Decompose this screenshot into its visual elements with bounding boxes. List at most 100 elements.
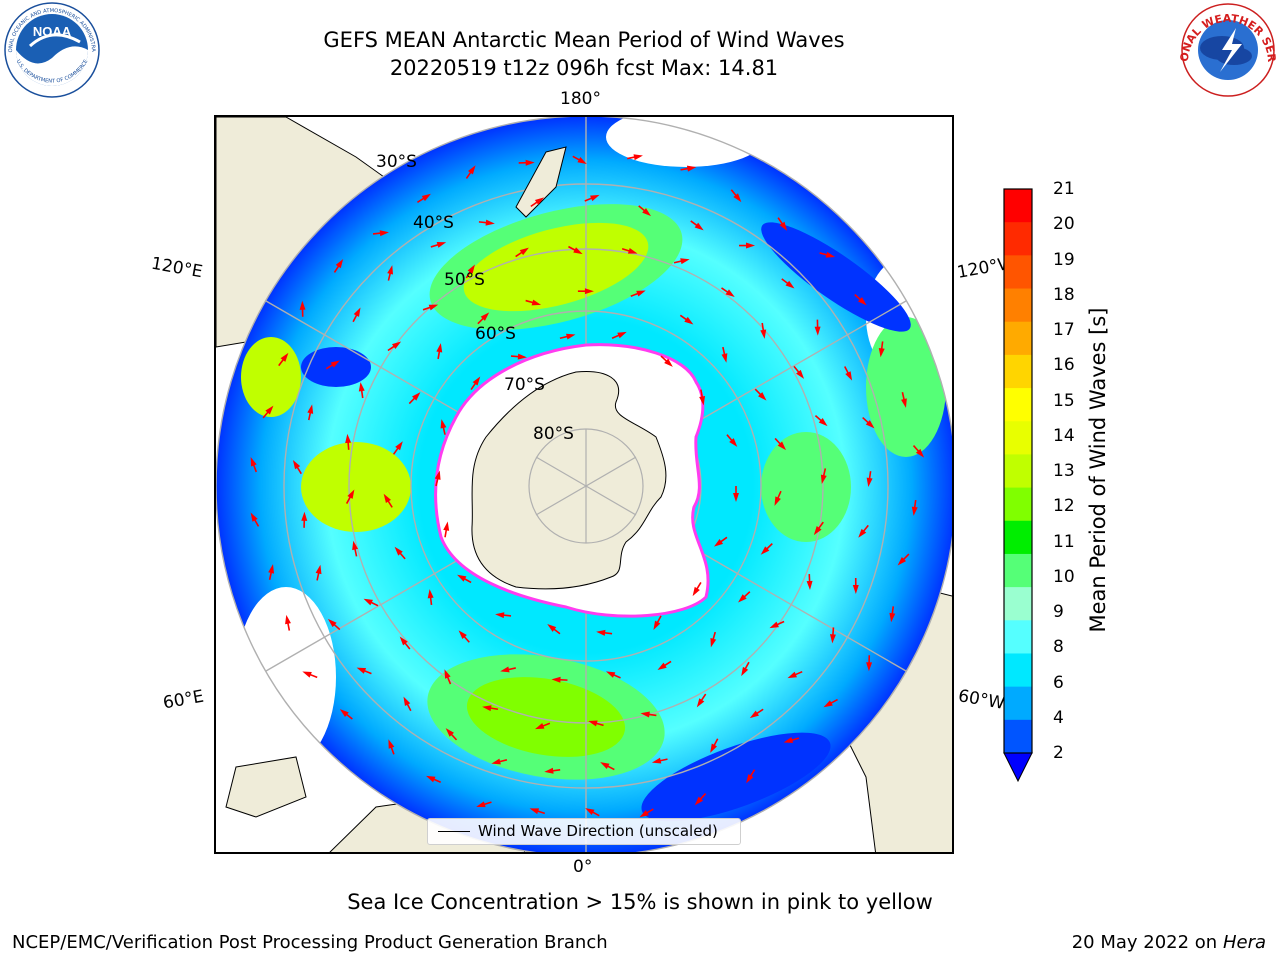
wind-arrow-head (500, 666, 510, 673)
colorbar-tick-label: 12 (1053, 496, 1075, 517)
legend-line-swatch (438, 831, 470, 832)
wind-arrow-head (476, 801, 486, 808)
wind-arrow-head (353, 307, 361, 317)
wind-arrow-head (866, 662, 873, 672)
wind-arrows (250, 154, 925, 818)
wind-arrow-head (680, 258, 690, 265)
wind-arrow-head (820, 474, 827, 485)
wind-arrow-head (866, 477, 873, 488)
wind-arrow-head (531, 299, 542, 306)
wind-arrow-head (517, 353, 527, 360)
wind-arrow-head (710, 637, 717, 648)
wind-arrow-head (725, 289, 735, 297)
colorbar-tick-label: 10 (1053, 566, 1075, 587)
colorbar-segment (1004, 587, 1032, 621)
wind-arrow-head (573, 247, 583, 255)
wind-arrow-head (897, 556, 907, 566)
wind-arrow-head (363, 598, 373, 606)
wind-arrow-head (878, 347, 885, 358)
colorbar-segment (1004, 388, 1032, 422)
wind-arrow-head (588, 720, 598, 727)
colorbar-tick-label: 13 (1053, 461, 1075, 481)
wind-arrow-head (358, 382, 365, 392)
wind-arrow-head (852, 585, 859, 595)
wind-arrow-head (302, 671, 312, 678)
wind-arrow-head (551, 676, 561, 683)
map-legend: Wind Wave Direction (unscaled) (427, 818, 741, 845)
wind-arrow-head (585, 808, 595, 816)
colorbar-segment (1004, 222, 1032, 256)
wind-arrow-head (315, 564, 322, 575)
footer-machine: Hera (1222, 932, 1266, 953)
wind-arrow-head (412, 392, 421, 401)
wind-arrow-head (785, 280, 795, 289)
colorbar-tick-label: 20 (1053, 214, 1075, 235)
wind-arrow-head (596, 629, 606, 636)
wind-arrow-head (345, 433, 352, 444)
land-new-zealand (515, 146, 567, 218)
lon-label-120e: 120°E (149, 253, 205, 283)
wind-arrow-head (857, 297, 867, 306)
wind-arrow-head (347, 489, 355, 499)
colorbar-segment (1004, 321, 1032, 356)
colorbar-segment (1004, 620, 1032, 654)
colorbar-segment (1004, 255, 1032, 290)
colorbar-segment (1004, 553, 1032, 588)
wind-arrow-head (577, 157, 587, 165)
colorbar-under-arrow (1003, 752, 1033, 783)
wind-arrow-head (694, 796, 704, 806)
wind-arrow-head (710, 743, 718, 753)
wind-arrow-head (436, 343, 443, 353)
low-period-band-south (641, 732, 831, 822)
wind-arrow-head (356, 667, 367, 674)
wind-arrow-head (566, 333, 576, 340)
wind-arrow-head (421, 193, 431, 202)
low-period-band-northeast (761, 222, 911, 332)
wind-arrow-head (605, 671, 616, 678)
colorbar-segment (1004, 421, 1032, 455)
wind-arrow-head (713, 538, 724, 547)
wind-arrow-head (769, 621, 779, 629)
wind-arrow-head (889, 612, 896, 623)
colorbar-tick-label: 19 (1053, 249, 1075, 270)
wind-arrow-head (590, 194, 600, 202)
colorbar-tick-label: 11 (1053, 531, 1075, 552)
wave-zone-east-pacific (761, 432, 851, 542)
wind-arrow-head (694, 222, 704, 231)
wind-arrow-head (729, 438, 738, 447)
wind-arrow-head (749, 710, 759, 719)
wind-arrow-head (777, 441, 787, 451)
wind-arrow-head (746, 774, 754, 784)
nws-logo: NATIONAL WEATHER SERVICE (1171, 0, 1280, 98)
wind-arrow-head (529, 808, 540, 815)
colorbar-segment (1004, 189, 1032, 223)
colorbar-segment (1004, 487, 1032, 522)
wind-arrow-head (485, 219, 495, 226)
wind-arrow-head (392, 341, 402, 350)
wind-arrow-head (285, 614, 291, 625)
wind-arrow-head (633, 154, 643, 161)
wind-arrow-head (544, 767, 554, 774)
wind-arrow-head (394, 546, 403, 556)
colorbar-tick-label: 21 (1053, 179, 1075, 199)
wind-arrow-head (825, 251, 836, 258)
wind-arrow-head (738, 594, 747, 603)
footer-credit: NCEP/EMC/Verification Post Processing Pr… (12, 932, 608, 953)
colorbar-segment (1004, 653, 1032, 688)
wind-arrow-head (399, 636, 408, 646)
wind-arrow-head (458, 630, 467, 640)
wind-arrow-head (339, 709, 349, 718)
wind-arrow-head (547, 623, 557, 632)
land-madagascar (225, 756, 307, 818)
colorbar-label: Mean Period of Wind Waves [s] (1086, 307, 1110, 633)
lat-label-80s: 80°S (533, 424, 574, 444)
wave-zone-indian (301, 442, 411, 532)
wind-arrow-head (436, 242, 447, 248)
wind-arrow-head (428, 304, 439, 311)
wind-arrow-head (758, 392, 767, 401)
chart-title: GEFS MEAN Antarctic Mean Period of Wind … (323, 28, 845, 52)
wind-arrow-head (915, 448, 925, 458)
colorbar-tick-label: 17 (1053, 320, 1075, 340)
wind-arrow-head (387, 265, 394, 275)
wind-arrow-head (696, 698, 705, 708)
